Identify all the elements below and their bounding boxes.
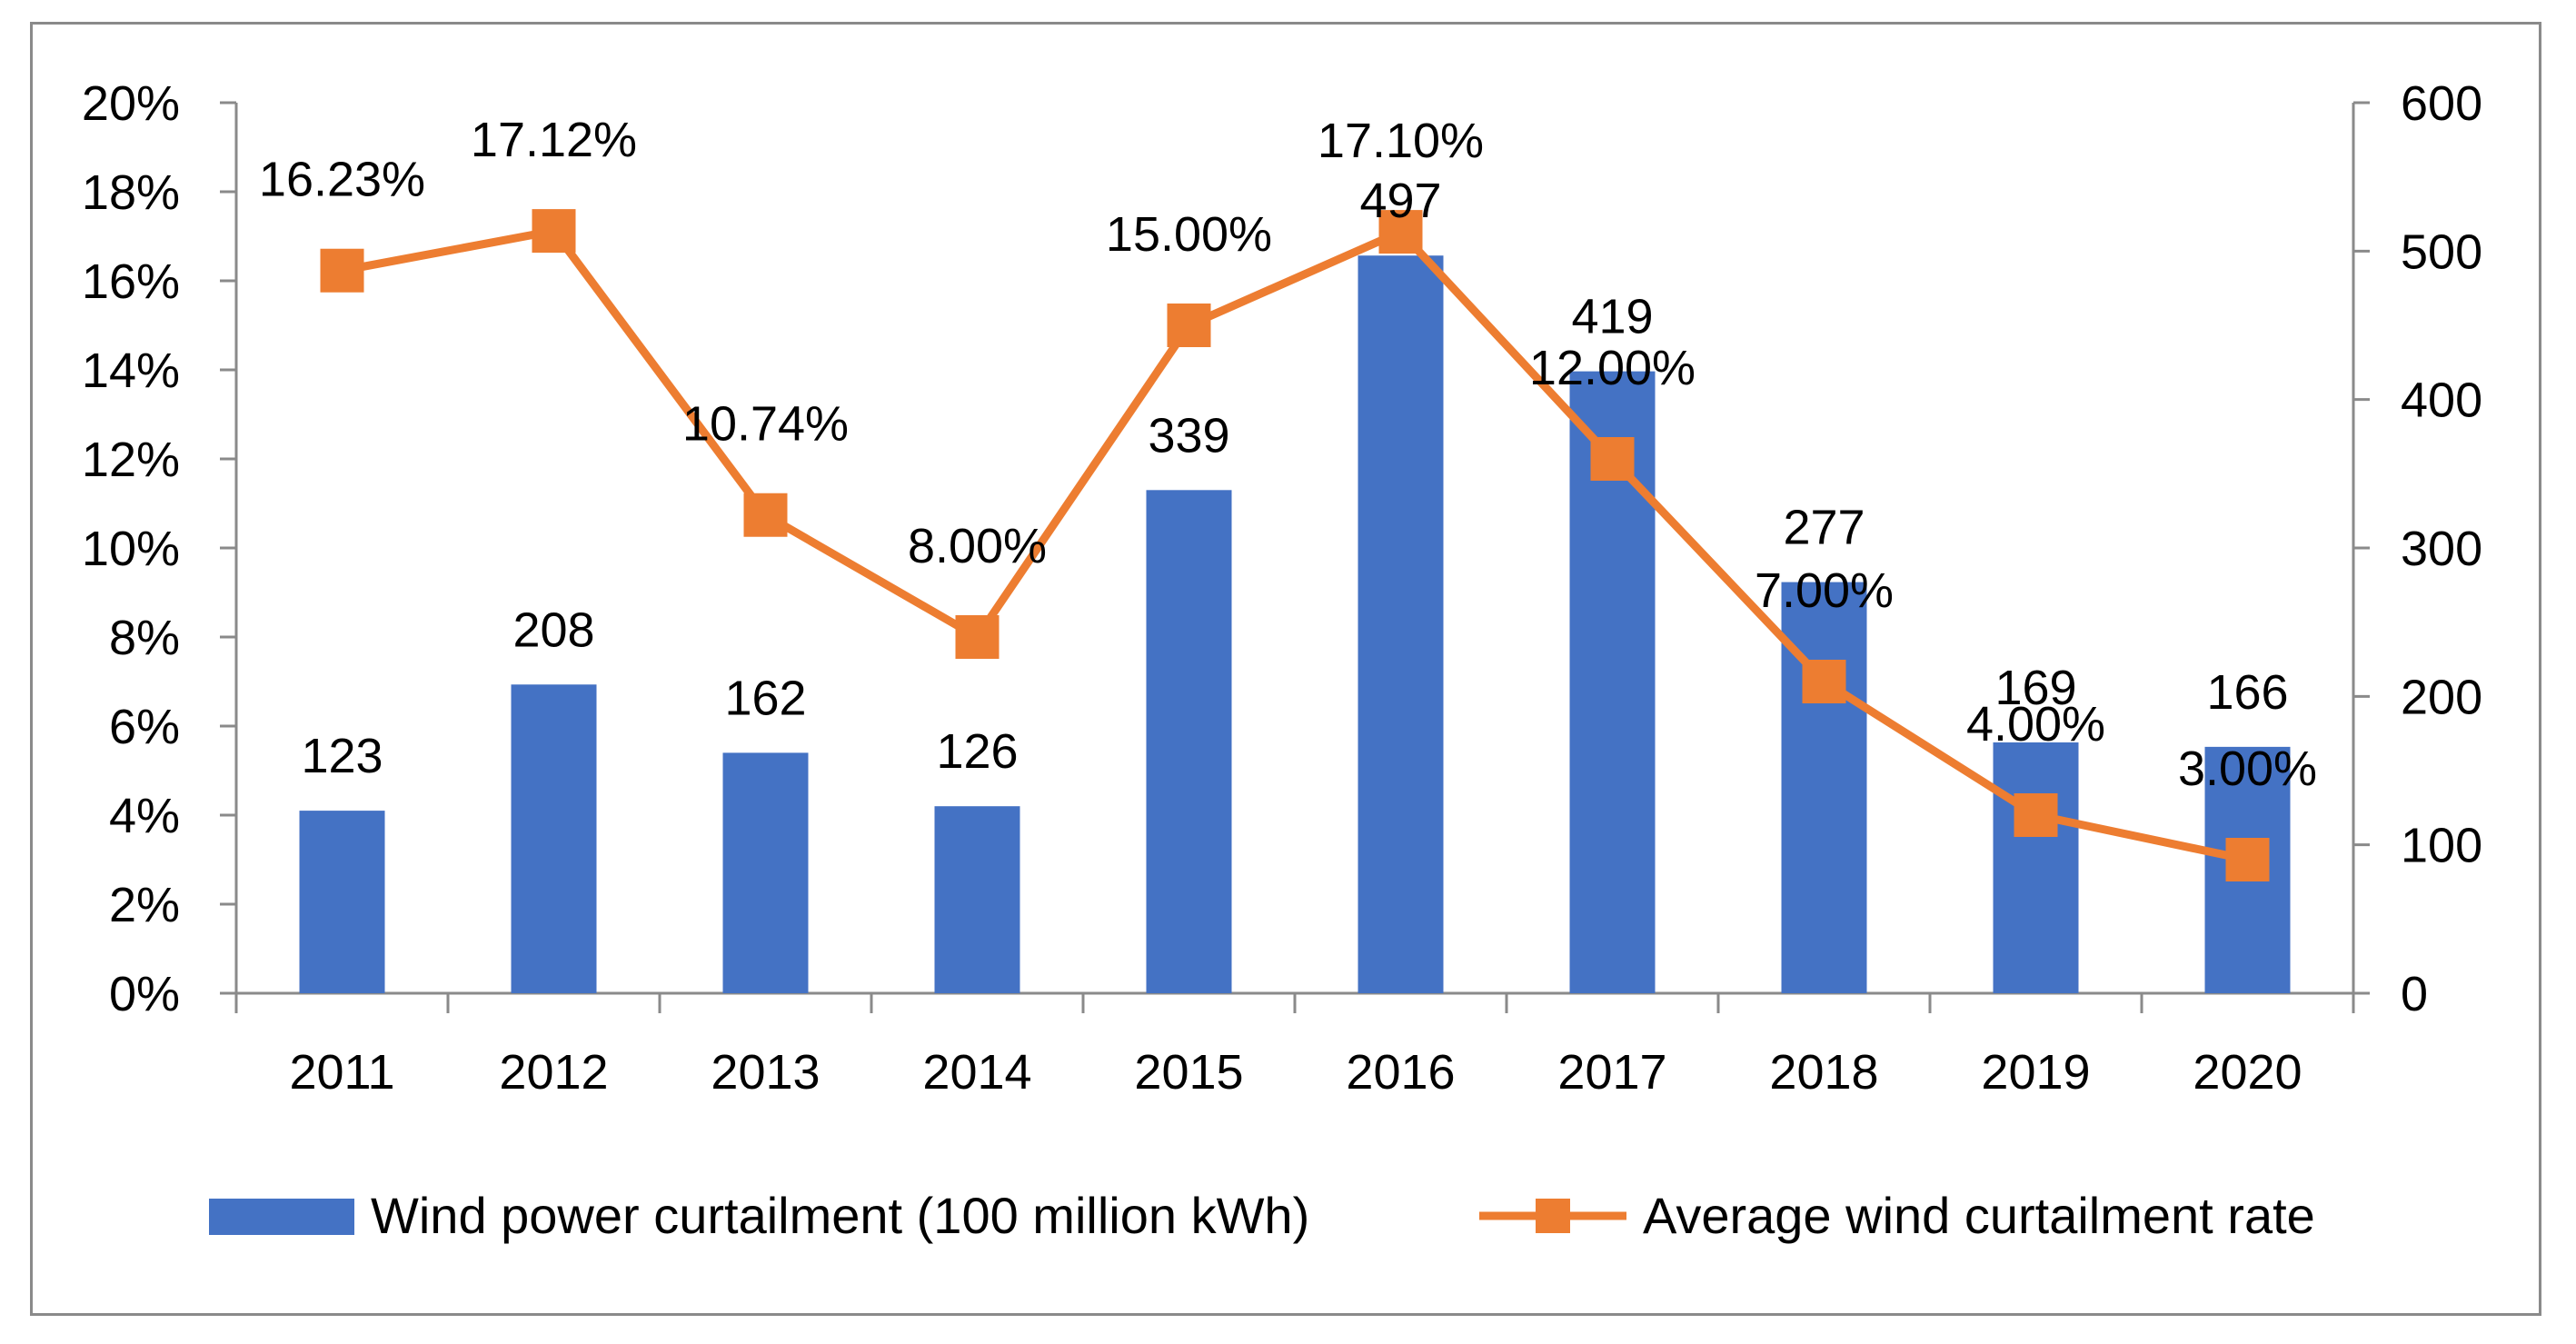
line-series bbox=[341, 226, 2249, 864]
line-layer bbox=[320, 209, 2270, 881]
bar-data-label: 166 bbox=[2206, 665, 2288, 720]
line-data-label: 3.00% bbox=[2178, 742, 2317, 796]
bar-data-label: 162 bbox=[724, 671, 806, 725]
right-axis-tick-label: 600 bbox=[2401, 76, 2482, 131]
line-data-label: 7.00% bbox=[1755, 563, 1894, 618]
bar bbox=[1358, 255, 1444, 993]
bar bbox=[1781, 582, 1867, 993]
right-axis-tick-label: 100 bbox=[2401, 819, 2482, 873]
left-axis-tick-label: 8% bbox=[109, 611, 180, 665]
x-axis-tick-label: 2012 bbox=[499, 1045, 608, 1100]
left-axis-tick-label: 0% bbox=[109, 967, 180, 1021]
line-marker bbox=[320, 248, 364, 293]
left-axis-tick-label: 12% bbox=[82, 433, 180, 487]
bar bbox=[934, 806, 1020, 993]
right-axis-tick-label: 200 bbox=[2401, 670, 2482, 724]
bar-data-label: 208 bbox=[512, 602, 594, 657]
line-marker bbox=[2225, 838, 2270, 881]
line-data-label: 8.00% bbox=[908, 519, 1047, 573]
bar-data-label: 419 bbox=[1571, 290, 1653, 344]
bar-data-label: 169 bbox=[1994, 661, 2076, 715]
legend: Wind power curtailment (100 million kWh)… bbox=[209, 1187, 2315, 1244]
labels-layer: 123 208 162 126 339 497 419 277 169 166 16.23% 17.1… bbox=[259, 113, 2317, 796]
legend-bar-label: Wind power curtailment (100 million kWh) bbox=[371, 1187, 1309, 1244]
x-axis-tick-label: 2017 bbox=[1557, 1045, 1666, 1100]
x-axis-tick-label: 2016 bbox=[1346, 1045, 1455, 1100]
left-axis-tick-label: 6% bbox=[109, 700, 180, 754]
x-axis-tick-label: 2014 bbox=[922, 1045, 1031, 1100]
x-axis-tick-label: 2015 bbox=[1134, 1045, 1243, 1100]
line-data-label: 12.00% bbox=[1529, 341, 1696, 395]
line-marker bbox=[1378, 210, 1423, 254]
line-data-label: 17.10% bbox=[1318, 114, 1484, 168]
x-axis-tick-label: 2020 bbox=[2193, 1045, 2302, 1100]
line-marker bbox=[2014, 793, 2058, 837]
bar-data-label: 339 bbox=[1148, 408, 1229, 463]
left-axis-tick-label: 18% bbox=[82, 165, 180, 220]
x-axis-tick-label: 2019 bbox=[1981, 1045, 2090, 1100]
left-axis-tick-label: 14% bbox=[82, 343, 180, 398]
bar bbox=[1993, 742, 2079, 993]
x-axis-tick-label: 2011 bbox=[289, 1045, 394, 1100]
bars-layer bbox=[299, 255, 2291, 994]
line-data-label: 16.23% bbox=[259, 153, 425, 207]
bar bbox=[511, 684, 597, 993]
left-axis-tick-label: 20% bbox=[82, 76, 180, 131]
line-data-label: 10.74% bbox=[682, 397, 849, 452]
line-marker bbox=[955, 615, 1000, 659]
line-marker bbox=[1590, 437, 1635, 481]
axes-layer: 0% 2% 4% 6% 8% 10% 12% 14% 16% 18% 20% 0 100 200 300 40… bbox=[82, 76, 2482, 1100]
bar bbox=[1146, 490, 1232, 993]
right-axis-tick-label: 0 bbox=[2401, 967, 2428, 1021]
legend-line-label: Average wind curtailment rate bbox=[1643, 1187, 2315, 1244]
chart-frame bbox=[30, 22, 2541, 1316]
left-axis-tick-label: 2% bbox=[109, 878, 180, 932]
line-marker bbox=[743, 493, 788, 537]
bar-data-label: 126 bbox=[936, 724, 1018, 779]
line-marker bbox=[1802, 660, 1846, 703]
left-axis-tick-label: 4% bbox=[109, 789, 180, 843]
legend-line-marker bbox=[1536, 1199, 1570, 1233]
bar bbox=[299, 811, 385, 993]
right-axis-tick-label: 400 bbox=[2401, 373, 2482, 428]
bar-data-label: 123 bbox=[301, 729, 383, 783]
line-marker bbox=[1167, 304, 1211, 347]
bar-data-label: 497 bbox=[1359, 174, 1441, 228]
line-data-label: 4.00% bbox=[1966, 697, 2105, 752]
line-marker bbox=[532, 209, 576, 254]
right-axis-tick-label: 500 bbox=[2401, 224, 2482, 279]
line-data-label: 15.00% bbox=[1106, 207, 1272, 262]
x-axis-tick-label: 2013 bbox=[711, 1045, 820, 1100]
bar bbox=[722, 752, 809, 993]
line-data-label: 17.12% bbox=[471, 113, 637, 167]
legend-bar-swatch bbox=[209, 1199, 354, 1235]
bar-data-label: 277 bbox=[1783, 501, 1865, 555]
x-axis-tick-label: 2018 bbox=[1769, 1045, 1878, 1100]
left-axis-tick-label: 16% bbox=[82, 254, 180, 309]
left-axis-tick-label: 10% bbox=[82, 522, 180, 576]
right-axis-tick-label: 300 bbox=[2401, 522, 2482, 576]
